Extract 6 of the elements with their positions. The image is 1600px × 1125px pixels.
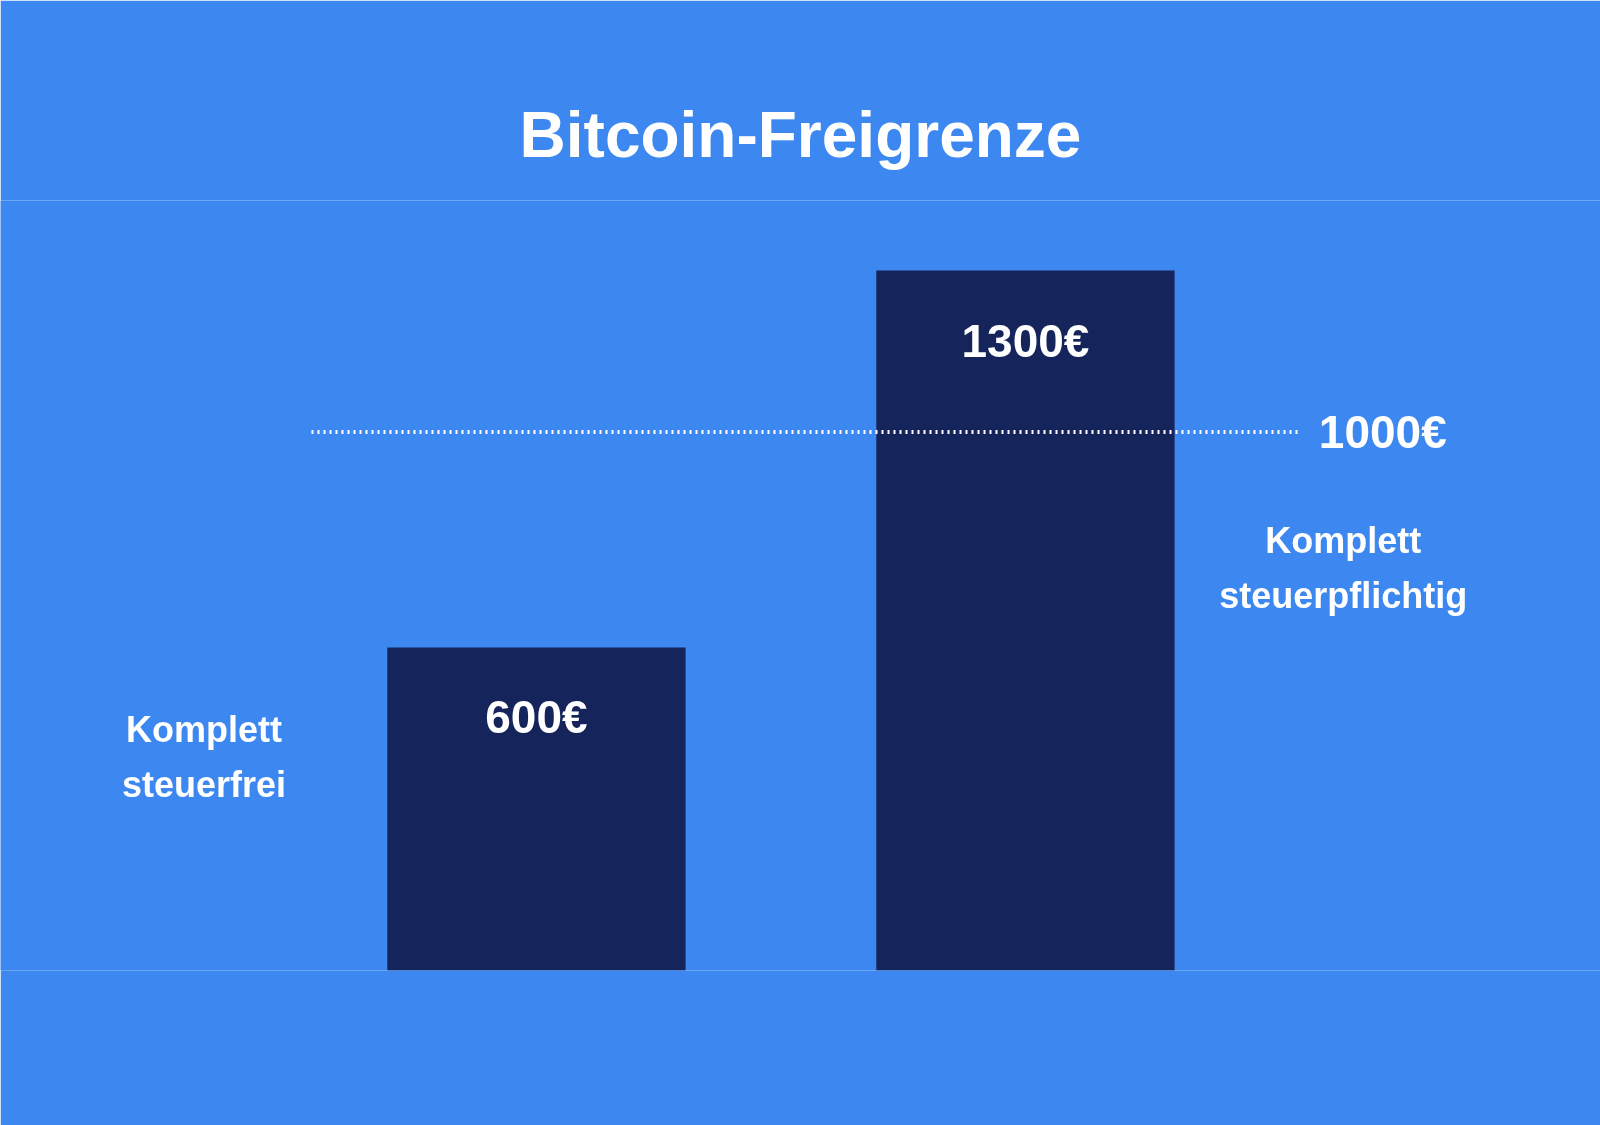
ref-line-label: 1000€	[1318, 406, 1447, 459]
data-label: 1300€	[961, 314, 1090, 367]
chart-title: Bitcoin-Freigrenze	[519, 98, 1082, 171]
annotation: Komplett steuerpflichtig	[1219, 520, 1468, 617]
annotation: Komplett steuerfrei	[121, 709, 286, 806]
data-label: 600€	[485, 691, 588, 744]
